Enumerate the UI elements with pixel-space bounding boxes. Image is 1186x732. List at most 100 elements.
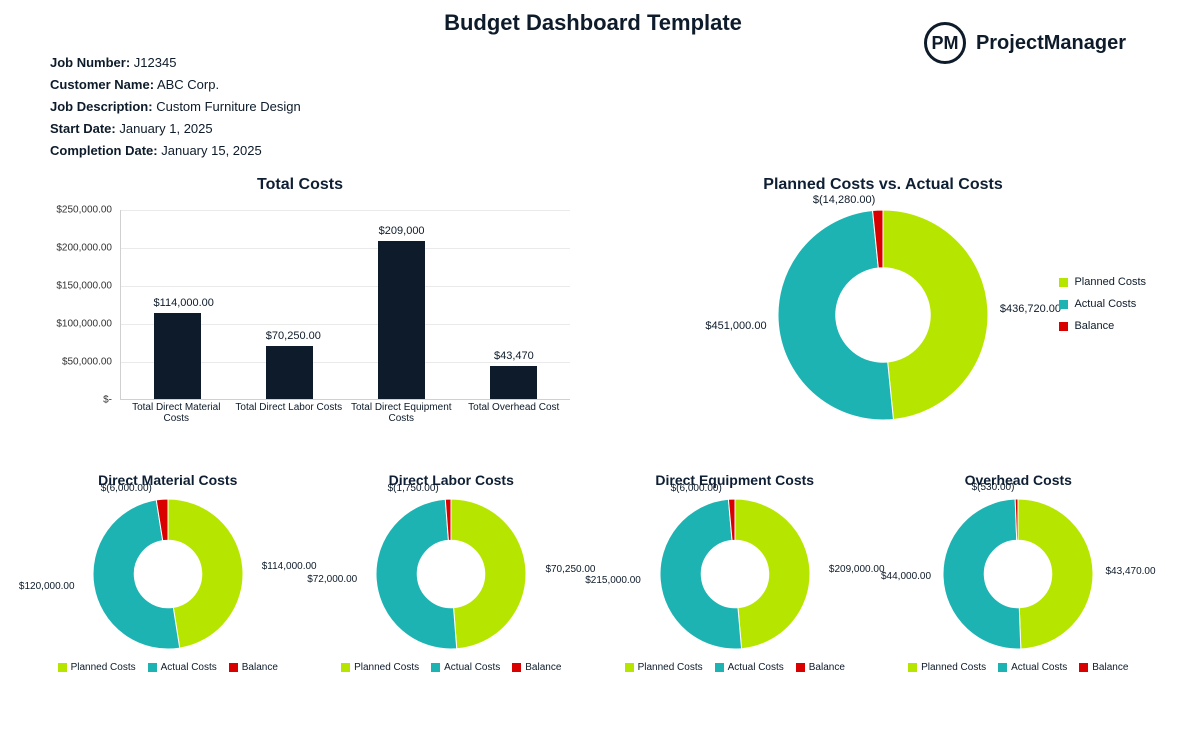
legend-item: Planned Costs [908,662,986,673]
legend-item: Balance [512,662,561,673]
legend-swatch-icon [431,663,440,672]
cost-breakdown-donut: $70,250.00$72,000.00$(1,750.00) [314,494,590,654]
bar-chart-ytick: $50,000.00 [40,357,112,368]
legend-swatch-icon [1059,322,1068,331]
bar-value-label: $209,000 [378,225,425,237]
legend-item: Balance [229,662,278,673]
legend-swatch-icon [1059,300,1068,309]
meta-completion-label: Completion Date: [50,143,158,158]
meta-customer-label: Customer Name: [50,77,154,92]
legend-label: Balance [1074,320,1114,332]
legend-item: Balance [796,662,845,673]
legend-label: Balance [809,662,845,673]
cost-breakdown-legend: Planned Costs Actual Costs Balance [881,662,1157,673]
legend-swatch-icon [908,663,917,672]
bar-category-label: Total Direct Equipment Costs [345,402,458,424]
cost-breakdown-title: Overhead Costs [881,472,1157,488]
meta-start-label: Start Date: [50,121,116,136]
legend-label: Actual Costs [161,662,217,673]
legend-item: Balance [1079,662,1128,673]
meta-customer: ABC Corp. [157,77,219,92]
legend-swatch-icon [512,663,521,672]
brand-name: ProjectManager [976,32,1126,55]
donut-segment-label: $215,000.00 [585,575,641,586]
legend-item: Actual Costs [715,662,784,673]
cost-breakdown-donut: $209,000.00$215,000.00$(6,000.00) [597,494,873,654]
planned-vs-actual-panel: Planned Costs vs. Actual Costs $436,720.… [600,176,1166,466]
planned-vs-actual-title: Planned Costs vs. Actual Costs [600,176,1166,194]
bar-value-label: $70,250.00 [266,330,313,342]
donut-segment-label: $72,000.00 [307,574,357,585]
legend-label: Actual Costs [1074,298,1136,310]
total-costs-bar-chart: $114,000.00 $70,250.00 $209,000 $43,470 Tot… [40,200,580,430]
bar-chart-ytick: $- [40,395,112,406]
total-costs-panel: Total Costs $114,000.00 $70,250.00 $209,00… [20,176,580,466]
cost-breakdown-title: Direct Material Costs [30,472,306,488]
legend-label: Balance [1092,662,1128,673]
bar-category-label: Total Direct Material Costs [120,402,233,424]
legend-label: Planned Costs [921,662,986,673]
cost-breakdown-donut: $43,470.00$44,000.00$(530.00) [881,494,1157,654]
dashboard: Budget Dashboard Template PM ProjectMana… [0,0,1186,732]
cost-breakdown-panel: Direct Labor Costs $70,250.00$72,000.00$(… [314,472,590,673]
donut-segment-label: $(6,000.00) [101,483,152,494]
meta-description-label: Job Description: [50,99,153,114]
meta-completion: January 15, 2025 [161,143,261,158]
job-meta: Job Number: J12345 Customer Name: ABC Co… [50,52,1166,162]
legend-item: Planned Costs [1059,276,1146,288]
donut-segment-label: $209,000.00 [829,564,885,575]
donut-segment-label: $(14,280.00) [813,194,875,206]
cost-breakdown-legend: Planned Costs Actual Costs Balance [597,662,873,673]
legend-item: Actual Costs [148,662,217,673]
legend-swatch-icon [229,663,238,672]
legend-item: Actual Costs [431,662,500,673]
legend-swatch-icon [796,663,805,672]
cost-breakdown-panel: Direct Material Costs$114,000.00$120,000… [30,472,306,673]
legend-item: Actual Costs [998,662,1067,673]
legend-item: Planned Costs [58,662,136,673]
bar-category-label: Total Overhead Cost [458,402,571,413]
bar-value-label: $114,000.00 [154,297,201,309]
meta-job-number-label: Job Number: [50,55,130,70]
meta-description: Custom Furniture Design [156,99,301,114]
planned-vs-actual-legend: Planned Costs Actual Costs Balance [1059,276,1146,342]
donut-segment-label: $451,000.00 [705,320,766,332]
bar: $209,000 [378,241,425,400]
brand-logo-icon: PM [924,22,966,64]
legend-label: Balance [525,662,561,673]
legend-item: Actual Costs [1059,298,1146,310]
legend-swatch-icon [341,663,350,672]
bar-chart-plot: $114,000.00 $70,250.00 $209,000 $43,470 [120,210,570,400]
bar-chart-ytick: $150,000.00 [40,281,112,292]
legend-label: Actual Costs [1011,662,1067,673]
legend-swatch-icon [715,663,724,672]
legend-swatch-icon [58,663,67,672]
cost-breakdown-title: Direct Equipment Costs [597,472,873,488]
meta-job-number: J12345 [134,55,177,70]
cost-breakdown-title: Direct Labor Costs [314,472,590,488]
bar: $70,250.00 [266,346,313,399]
donut-segment-label: $(1,750.00) [388,483,439,494]
donut-segment-label: $70,250.00 [545,564,595,575]
legend-swatch-icon [148,663,157,672]
bar-chart-ytick: $250,000.00 [40,205,112,216]
donut-segment-label: $(530.00) [972,482,1015,493]
legend-item: Planned Costs [341,662,419,673]
legend-item: Planned Costs [625,662,703,673]
bar-chart-ytick: $200,000.00 [40,243,112,254]
cost-breakdown-panel: Overhead Costs $43,470.00$44,000.00$(530.… [881,472,1157,673]
total-costs-title: Total Costs [20,176,580,194]
cost-breakdown-panel: Direct Equipment Costs $209,000.00$215,00… [597,472,873,673]
legend-label: Balance [242,662,278,673]
donut-segment-label: $114,000.00 [262,561,317,572]
legend-label: Planned Costs [354,662,419,673]
donut-segment-label: $(6,000.00) [671,483,722,494]
bar-value-label: $43,470 [490,350,537,362]
legend-swatch-icon [998,663,1007,672]
donut-segment-label: $44,000.00 [881,571,931,582]
legend-swatch-icon [1079,663,1088,672]
legend-label: Planned Costs [1074,276,1146,288]
bar-category-label: Total Direct Labor Costs [233,402,346,413]
legend-swatch-icon [1059,278,1068,287]
donut-segment-label: $120,000.00 [19,581,75,592]
